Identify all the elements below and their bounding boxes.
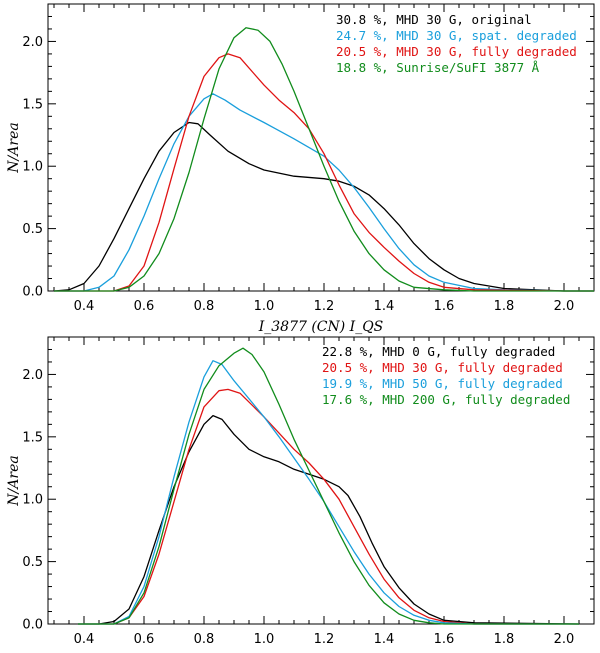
legend-entry: 19.9 %, MHD 50 G, fully degraded	[322, 376, 563, 391]
x-axis-label: I_3877 (CN) I_QS	[258, 319, 384, 335]
x-tick-label: 1.0	[254, 632, 275, 647]
legend-entry: 24.7 %, MHD 30 G, spat. degraded	[336, 28, 577, 43]
x-tick-label: 0.4	[74, 632, 95, 647]
legend-entry: 22.8 %, MHD 0 G, fully degraded	[322, 344, 555, 359]
legend-entry: 30.8 %, MHD 30 G, original	[336, 12, 532, 27]
legend-entry: 18.8 %, Sunrise/SuFI 3877 Å	[336, 60, 540, 75]
y-tick-label: 1.5	[22, 430, 43, 445]
x-tick-label: 1.2	[314, 299, 335, 314]
x-tick-label: 1.2	[314, 632, 335, 647]
x-tick-label: 1.0	[254, 299, 275, 314]
x-tick-label: 0.8	[194, 632, 215, 647]
y-tick-label: 1.5	[22, 97, 43, 112]
y-tick-label: 1.0	[22, 160, 43, 175]
series-line	[78, 414, 580, 625]
y-tick-label: 2.0	[22, 35, 43, 50]
y-tick-label: 0.5	[22, 222, 43, 237]
series-line	[78, 388, 579, 625]
series-line	[54, 93, 594, 292]
series-line	[54, 27, 594, 292]
x-tick-label: 1.4	[374, 299, 395, 314]
legend-entry: 20.5 %, MHD 30 G, fully degraded	[336, 44, 577, 59]
x-tick-label: 0.8	[194, 299, 215, 314]
series-line	[78, 360, 579, 625]
x-tick-label: 2.0	[554, 632, 575, 647]
x-tick-label: 1.8	[494, 632, 515, 647]
y-axis-label: N/Area	[6, 455, 22, 506]
series-line	[78, 347, 579, 625]
series-line	[54, 53, 594, 292]
x-tick-label: 2.0	[554, 299, 575, 314]
chart-top: 0.4 0.6 0.8 1.0 1.2 1.4 1.6 1.8 2.0 0.0 0.5 1.0 1.5 2…	[6, 3, 595, 335]
series-line	[53, 121, 594, 292]
x-tick-label: 0.6	[134, 299, 155, 314]
x-tick-label: 0.6	[134, 632, 155, 647]
y-tick-label: 0.0	[22, 618, 43, 633]
legend-entry: 20.5 %, MHD 30 G, fully degraded	[322, 360, 563, 375]
chart-bottom: 0.4 0.6 0.8 1.0 1.2 1.4 1.6 1.8 2.0 0.0 0.5 1.0 1.5 2…	[6, 336, 595, 653]
x-tick-label: 1.6	[434, 299, 455, 314]
y-tick-label: 2.0	[22, 368, 43, 383]
plot-frame	[47, 336, 595, 625]
x-tick-label: 0.4	[74, 299, 95, 314]
y-tick-label: 0.0	[22, 285, 43, 300]
y-tick-label: 1.0	[22, 493, 43, 508]
y-tick-label: 0.5	[22, 555, 43, 570]
x-tick-label: 1.6	[434, 632, 455, 647]
x-tick-label: 1.8	[494, 299, 515, 314]
plot-frame	[47, 3, 595, 292]
x-tick-label: 1.4	[374, 632, 395, 647]
y-axis-label: N/Area	[6, 122, 22, 173]
legend-entry: 17.6 %, MHD 200 G, fully degraded	[322, 392, 570, 407]
